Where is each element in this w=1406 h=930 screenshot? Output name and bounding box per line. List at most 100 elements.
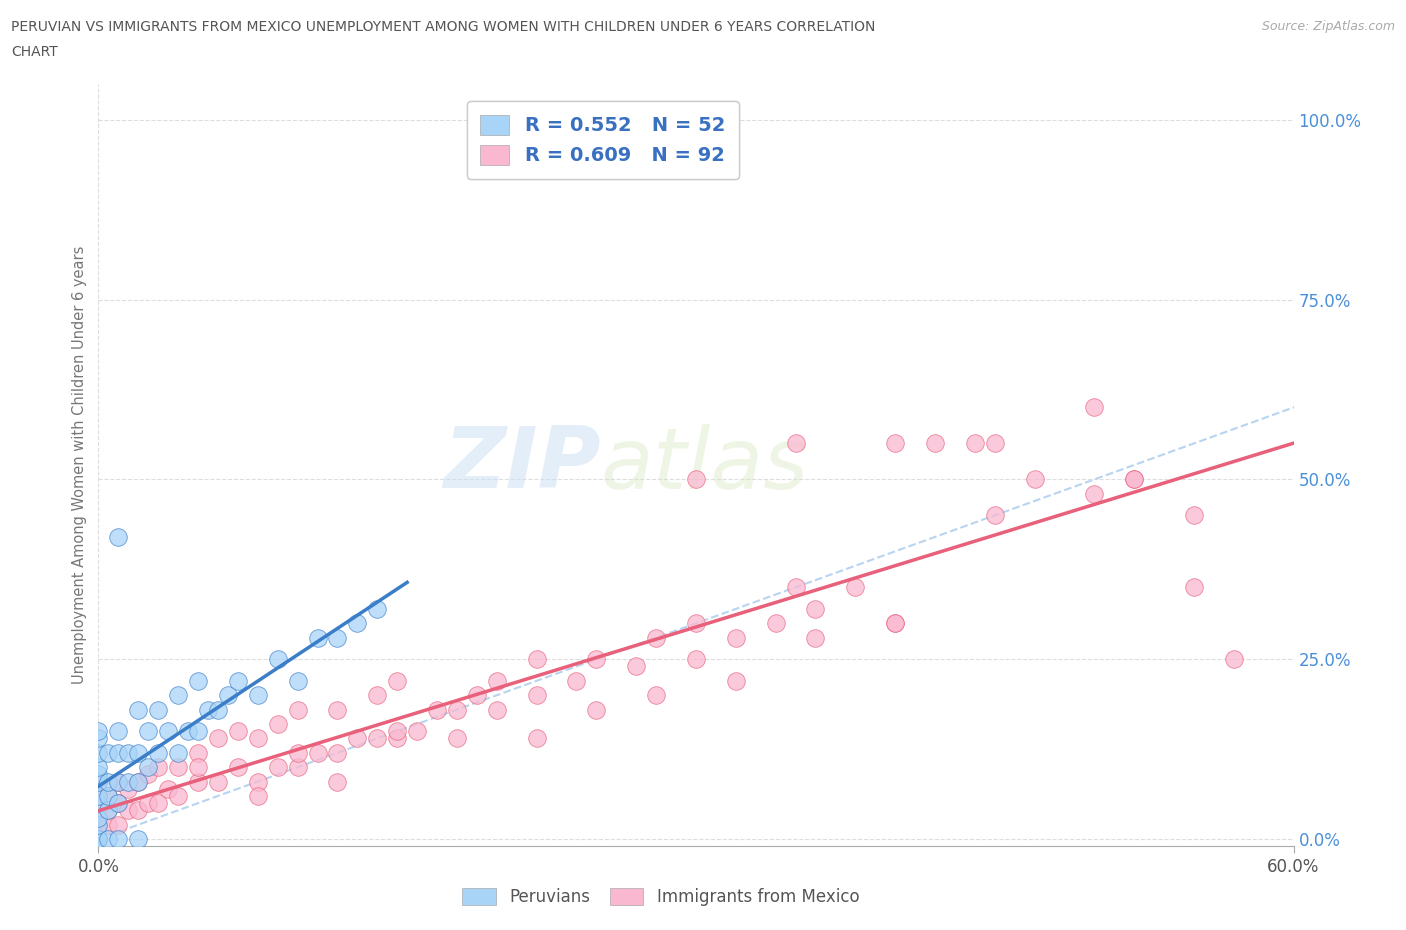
Point	[127, 774, 149, 789]
Point	[87, 789, 110, 804]
Point	[724, 631, 747, 645]
Point	[326, 745, 349, 760]
Point	[107, 796, 129, 811]
Point	[585, 702, 607, 717]
Point	[924, 436, 946, 451]
Point	[267, 716, 290, 731]
Text: PERUVIAN VS IMMIGRANTS FROM MEXICO UNEMPLOYMENT AMONG WOMEN WITH CHILDREN UNDER : PERUVIAN VS IMMIGRANTS FROM MEXICO UNEMP…	[11, 20, 876, 34]
Point	[287, 673, 309, 688]
Point	[207, 774, 229, 789]
Point	[287, 745, 309, 760]
Point	[626, 659, 648, 674]
Point	[107, 774, 129, 789]
Point	[307, 745, 329, 760]
Point	[87, 810, 110, 825]
Point	[167, 760, 190, 775]
Point	[136, 796, 159, 811]
Point	[446, 731, 468, 746]
Legend: Peruvians, Immigrants from Mexico: Peruvians, Immigrants from Mexico	[456, 881, 866, 912]
Point	[346, 616, 368, 631]
Point	[685, 616, 707, 631]
Y-axis label: Unemployment Among Women with Children Under 6 years: Unemployment Among Women with Children U…	[72, 246, 87, 684]
Point	[87, 831, 110, 846]
Point	[645, 631, 668, 645]
Point	[107, 724, 129, 738]
Point	[485, 702, 508, 717]
Point	[804, 631, 827, 645]
Point	[685, 472, 707, 486]
Point	[187, 724, 209, 738]
Point	[884, 616, 907, 631]
Point	[526, 731, 548, 746]
Point	[117, 781, 139, 796]
Point	[267, 652, 290, 667]
Point	[187, 774, 209, 789]
Point	[157, 724, 180, 738]
Point	[167, 688, 190, 703]
Point	[167, 789, 190, 804]
Point	[117, 745, 139, 760]
Point	[287, 702, 309, 717]
Point	[197, 702, 219, 717]
Point	[87, 774, 110, 789]
Point	[785, 580, 807, 595]
Point	[385, 673, 409, 688]
Text: ZIP: ZIP	[443, 423, 600, 507]
Point	[385, 724, 409, 738]
Point	[136, 767, 159, 782]
Point	[785, 436, 807, 451]
Point	[87, 745, 110, 760]
Point	[97, 774, 120, 789]
Point	[307, 631, 329, 645]
Point	[366, 688, 388, 703]
Point	[117, 803, 139, 817]
Point	[226, 724, 249, 738]
Point	[87, 796, 110, 811]
Point	[526, 652, 548, 667]
Point	[1182, 580, 1205, 595]
Point	[963, 436, 986, 451]
Point	[207, 702, 229, 717]
Point	[685, 652, 707, 667]
Point	[326, 702, 349, 717]
Point	[167, 745, 190, 760]
Point	[127, 745, 149, 760]
Point	[884, 616, 907, 631]
Point	[1123, 472, 1146, 486]
Point	[107, 831, 129, 846]
Point	[148, 745, 170, 760]
Point	[246, 789, 269, 804]
Point	[127, 831, 149, 846]
Point	[366, 602, 388, 617]
Point	[148, 760, 170, 775]
Point	[87, 774, 110, 789]
Point	[844, 580, 866, 595]
Point	[87, 731, 110, 746]
Point	[984, 436, 1007, 451]
Point	[884, 436, 907, 451]
Point	[565, 673, 588, 688]
Point	[87, 831, 110, 846]
Point	[346, 731, 368, 746]
Point	[526, 688, 548, 703]
Point	[97, 803, 120, 817]
Point	[187, 760, 209, 775]
Point	[97, 803, 120, 817]
Point	[87, 803, 110, 817]
Point	[366, 731, 388, 746]
Point	[107, 529, 129, 544]
Point	[246, 774, 269, 789]
Point	[148, 702, 170, 717]
Point	[724, 673, 747, 688]
Point	[87, 831, 110, 846]
Point	[148, 796, 170, 811]
Point	[107, 817, 129, 832]
Point	[127, 803, 149, 817]
Point	[97, 817, 120, 832]
Point	[267, 760, 290, 775]
Point	[87, 789, 110, 804]
Point	[246, 731, 269, 746]
Point	[446, 702, 468, 717]
Point	[585, 652, 607, 667]
Point	[246, 688, 269, 703]
